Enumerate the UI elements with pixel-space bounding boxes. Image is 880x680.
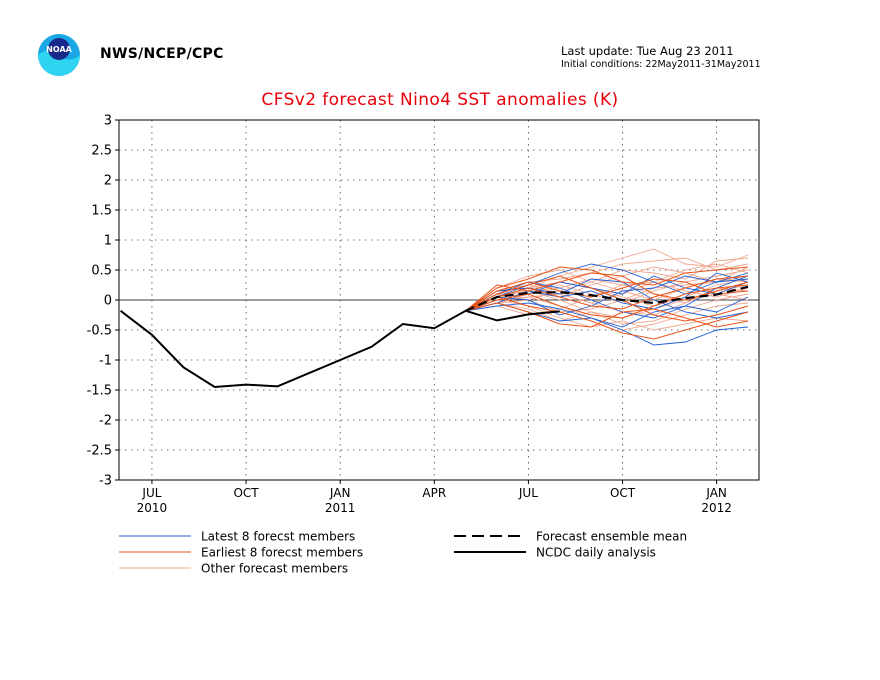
legend: Latest 8 forecst members Earliest 8 forec…	[119, 530, 687, 576]
legend-label-other: Other forecast members	[201, 562, 348, 576]
earliest-member-line	[465, 278, 749, 312]
y-tick-label: 0.5	[91, 264, 112, 279]
legend-label-latest: Latest 8 forecst members	[201, 530, 355, 544]
y-tick-label: -0.5	[87, 324, 112, 339]
series	[119, 248, 749, 389]
x-tick-year-label: 2010	[137, 501, 168, 515]
x-tick-label: JAN	[705, 486, 727, 500]
last-update-label: Last update: Tue Aug 23 2011	[561, 44, 734, 58]
agency-label: NWS/NCEP/CPC	[100, 46, 224, 62]
legend-label-earliest: Earliest 8 forecst members	[201, 546, 363, 560]
initial-conditions-label: Initial conditions: 22May2011-31May2011	[561, 59, 761, 70]
earliest-member-line	[465, 302, 749, 328]
x-tick-label: JUL	[141, 486, 161, 500]
legend-label-observed: NCDC daily analysis	[536, 546, 656, 560]
x-tick-label: OCT	[233, 486, 259, 500]
x-tick-label: JAN	[329, 486, 351, 500]
earliest-member-line	[465, 284, 749, 319]
noaa-logo-icon: NOAA	[38, 34, 80, 76]
y-tick-label: 1.5	[91, 204, 112, 219]
earliest-member-line	[465, 266, 749, 312]
x-tick-label: JUL	[518, 486, 538, 500]
chart-title: CFSv2 forecast Nino4 SST anomalies (K)	[261, 90, 619, 110]
x-tick-year-label: 2012	[701, 501, 732, 515]
legend-label-mean: Forecast ensemble mean	[536, 530, 687, 544]
logo-text: NOAA	[46, 45, 72, 54]
y-tick-label: -1	[99, 354, 112, 369]
latest-member-line	[465, 296, 749, 328]
grid	[119, 120, 759, 480]
y-tick-label: 1	[104, 234, 112, 249]
x-tick-label: OCT	[610, 486, 636, 500]
ensemble-mean-line	[465, 285, 749, 312]
observed-line	[119, 309, 560, 389]
y-tick-label: -3	[99, 474, 112, 489]
earliest-member-line	[465, 296, 749, 340]
x-tick-year-label: 2011	[325, 501, 356, 515]
earliest-member-line	[465, 275, 749, 322]
axes: -3-2.5-2-1.5-1-0.500.511.522.53JUL2010OC…	[87, 114, 760, 515]
y-tick-label: -1.5	[87, 384, 112, 399]
y-tick-label: 2	[104, 174, 112, 189]
y-tick-label: -2.5	[87, 444, 112, 459]
x-tick-label: APR	[422, 486, 446, 500]
y-tick-label: 2.5	[91, 144, 112, 159]
y-tick-label: -2	[99, 414, 112, 429]
y-tick-label: 3	[104, 114, 112, 129]
y-tick-label: 0	[104, 294, 112, 309]
earliest-member-line	[465, 275, 749, 312]
